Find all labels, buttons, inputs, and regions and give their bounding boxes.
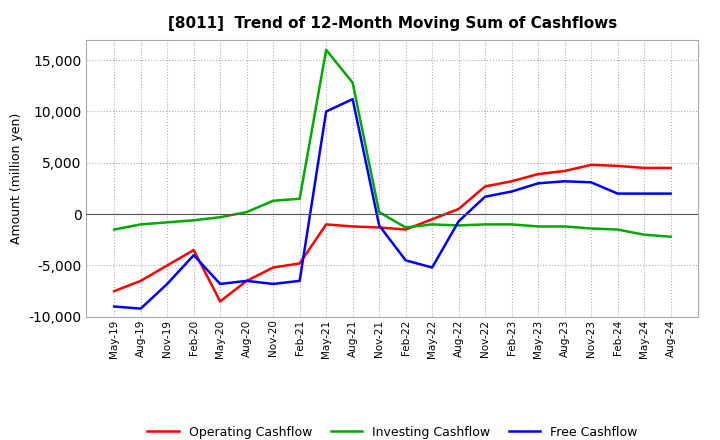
- Line: Operating Cashflow: Operating Cashflow: [114, 165, 670, 301]
- Line: Investing Cashflow: Investing Cashflow: [114, 50, 670, 237]
- Operating Cashflow: [348, 224, 357, 229]
- Investing Cashflow: [110, 227, 119, 232]
- Operating Cashflow: [481, 184, 490, 189]
- Free Cashflow: [295, 278, 304, 283]
- Free Cashflow: [322, 109, 330, 114]
- Free Cashflow: [428, 265, 436, 270]
- Free Cashflow: [508, 189, 516, 194]
- Operating Cashflow: [243, 278, 251, 283]
- Investing Cashflow: [348, 80, 357, 85]
- Investing Cashflow: [243, 209, 251, 215]
- Investing Cashflow: [216, 215, 225, 220]
- Operating Cashflow: [110, 289, 119, 294]
- Free Cashflow: [136, 306, 145, 311]
- Free Cashflow: [454, 219, 463, 224]
- Operating Cashflow: [163, 263, 171, 268]
- Free Cashflow: [666, 191, 675, 196]
- Legend: Operating Cashflow, Investing Cashflow, Free Cashflow: Operating Cashflow, Investing Cashflow, …: [143, 421, 642, 440]
- Investing Cashflow: [640, 232, 649, 237]
- Operating Cashflow: [428, 216, 436, 222]
- Free Cashflow: [163, 281, 171, 286]
- Free Cashflow: [401, 258, 410, 263]
- Y-axis label: Amount (million yen): Amount (million yen): [10, 113, 23, 244]
- Investing Cashflow: [613, 227, 622, 232]
- Operating Cashflow: [613, 163, 622, 169]
- Investing Cashflow: [428, 222, 436, 227]
- Operating Cashflow: [189, 247, 198, 253]
- Investing Cashflow: [666, 234, 675, 239]
- Operating Cashflow: [269, 265, 277, 270]
- Free Cashflow: [640, 191, 649, 196]
- Operating Cashflow: [375, 225, 384, 230]
- Operating Cashflow: [666, 165, 675, 171]
- Operating Cashflow: [587, 162, 595, 168]
- Line: Free Cashflow: Free Cashflow: [114, 99, 670, 308]
- Operating Cashflow: [534, 172, 542, 177]
- Investing Cashflow: [481, 222, 490, 227]
- Investing Cashflow: [508, 222, 516, 227]
- Investing Cashflow: [163, 220, 171, 225]
- Free Cashflow: [348, 96, 357, 102]
- Operating Cashflow: [216, 299, 225, 304]
- Operating Cashflow: [640, 165, 649, 171]
- Free Cashflow: [243, 278, 251, 283]
- Operating Cashflow: [295, 261, 304, 266]
- Operating Cashflow: [454, 206, 463, 212]
- Free Cashflow: [560, 179, 569, 184]
- Investing Cashflow: [322, 47, 330, 52]
- Investing Cashflow: [534, 224, 542, 229]
- Free Cashflow: [189, 253, 198, 258]
- Free Cashflow: [269, 281, 277, 286]
- Free Cashflow: [110, 304, 119, 309]
- Investing Cashflow: [295, 196, 304, 202]
- Operating Cashflow: [322, 222, 330, 227]
- Free Cashflow: [216, 281, 225, 286]
- Investing Cashflow: [587, 226, 595, 231]
- Free Cashflow: [534, 181, 542, 186]
- Free Cashflow: [587, 180, 595, 185]
- Investing Cashflow: [375, 209, 384, 215]
- Free Cashflow: [613, 191, 622, 196]
- Investing Cashflow: [560, 224, 569, 229]
- Operating Cashflow: [508, 179, 516, 184]
- Free Cashflow: [481, 194, 490, 199]
- Investing Cashflow: [269, 198, 277, 203]
- Investing Cashflow: [454, 223, 463, 228]
- Free Cashflow: [375, 223, 384, 228]
- Operating Cashflow: [560, 169, 569, 174]
- Operating Cashflow: [136, 278, 145, 283]
- Investing Cashflow: [136, 222, 145, 227]
- Investing Cashflow: [401, 225, 410, 230]
- Title: [8011]  Trend of 12-Month Moving Sum of Cashflows: [8011] Trend of 12-Month Moving Sum of C…: [168, 16, 617, 32]
- Investing Cashflow: [189, 218, 198, 223]
- Operating Cashflow: [401, 227, 410, 232]
